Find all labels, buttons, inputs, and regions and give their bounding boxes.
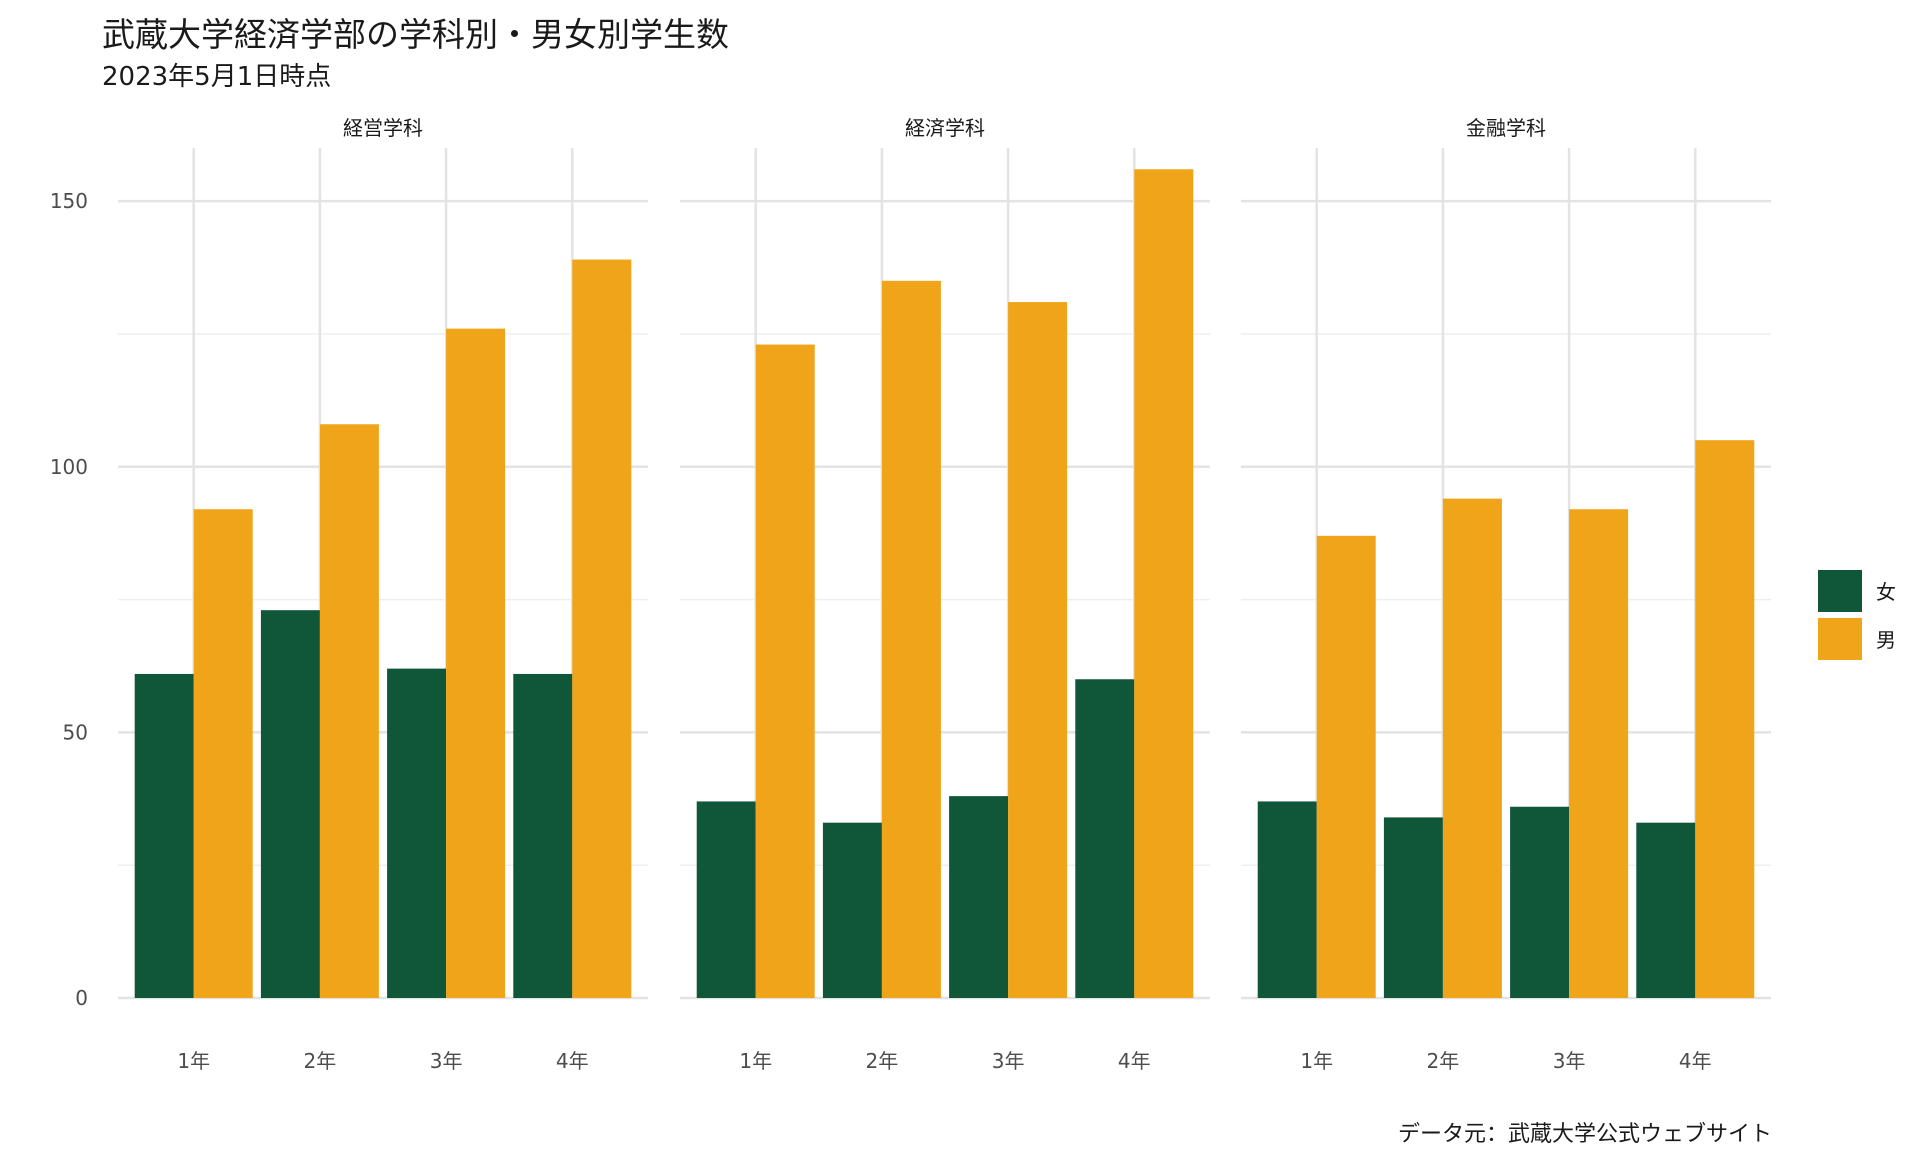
x-tick-label: 3年 (992, 1049, 1025, 1073)
x-tick-label: 4年 (1679, 1049, 1712, 1073)
bar-女-経営学科-3年 (387, 668, 447, 998)
y-tick-label: 150 (50, 189, 88, 213)
bar-男-経営学科-2年 (319, 424, 379, 998)
x-tick-label: 2年 (1427, 1049, 1460, 1073)
facet-label: 経済学科 (905, 116, 985, 140)
legend-label: 男 (1876, 628, 1896, 652)
bar-男-経営学科-3年 (446, 328, 506, 998)
bar-男-金融学科-2年 (1442, 498, 1502, 998)
bar-男-経済学科-2年 (881, 280, 941, 998)
x-tick-label: 1年 (739, 1049, 772, 1073)
x-tick-label: 3年 (430, 1049, 463, 1073)
y-tick-label: 0 (75, 986, 88, 1010)
data-source-caption: データ元：武蔵大学公式ウェブサイト (1397, 1122, 1772, 1147)
bar-男-経済学科-1年 (755, 344, 815, 998)
x-tick-label: 3年 (1553, 1049, 1586, 1073)
x-tick-label: 4年 (556, 1049, 589, 1073)
bar-女-経済学科-3年 (949, 796, 1009, 998)
bar-男-経済学科-3年 (1008, 302, 1068, 998)
bar-女-経営学科-2年 (260, 610, 320, 998)
bar-男-金融学科-4年 (1695, 440, 1755, 998)
facet-label: 金融学科 (1466, 116, 1546, 140)
bar-女-金融学科-2年 (1383, 817, 1443, 998)
legend-label: 女 (1876, 580, 1896, 604)
bar-男-経営学科-4年 (572, 259, 632, 998)
x-tick-label: 4年 (1118, 1049, 1151, 1073)
bar-男-金融学科-3年 (1569, 509, 1629, 998)
y-tick-label: 100 (50, 455, 88, 479)
legend-key-男 (1818, 618, 1862, 660)
chart-subtitle: 2023年5月1日時点 (102, 62, 332, 92)
bar-女-金融学科-3年 (1510, 806, 1570, 998)
legend-key-女 (1818, 570, 1862, 612)
bar-女-経営学科-1年 (134, 673, 194, 998)
bar-女-経済学科-2年 (822, 822, 882, 998)
bar-男-経営学科-1年 (193, 509, 253, 998)
bar-男-金融学科-1年 (1316, 535, 1376, 998)
x-tick-label: 2年 (304, 1049, 337, 1073)
x-tick-label: 2年 (866, 1049, 899, 1073)
chart-title: 武蔵大学経済学部の学科別・男女別学生数 (102, 15, 729, 54)
bar-女-金融学科-4年 (1636, 822, 1696, 998)
bar-女-金融学科-1年 (1257, 801, 1317, 998)
x-tick-label: 1年 (1300, 1049, 1333, 1073)
bar-女-経済学科-4年 (1075, 679, 1135, 998)
x-tick-label: 1年 (177, 1049, 210, 1073)
bar-女-経営学科-4年 (513, 673, 573, 998)
bar-男-経済学科-4年 (1134, 169, 1194, 998)
bar-女-経済学科-1年 (696, 801, 756, 998)
facet-label: 経営学科 (343, 116, 423, 140)
y-tick-label: 50 (63, 720, 88, 744)
